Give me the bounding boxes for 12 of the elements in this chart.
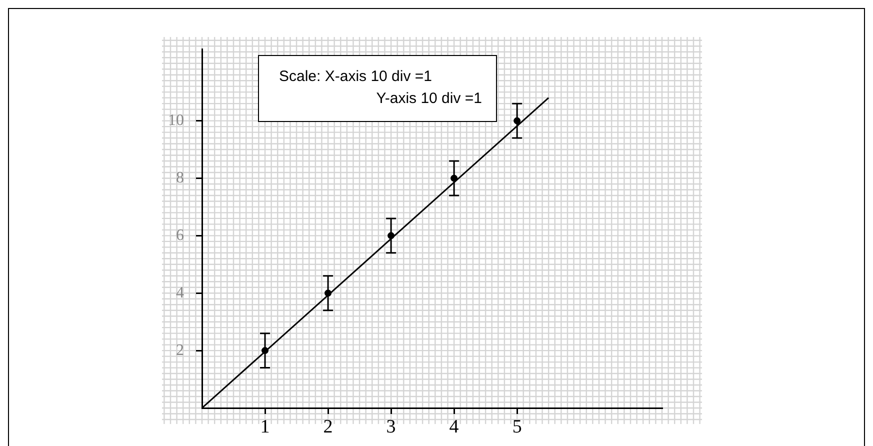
y-tick-label: 10 [168,112,184,130]
y-tick-label: 2 [176,342,184,359]
y-tick-label: 8 [176,169,184,186]
y-tick-label: 6 [176,226,184,244]
annotation: Y-axis 10 div =1 [375,89,482,109]
x-tick-label: 4 [449,416,460,438]
y-tick-label: 4 [176,284,184,302]
x-tick-label: 5 [512,416,522,438]
annotation: Scale: X-axis 10 div =1 [279,67,433,87]
x-tick-label: 1 [260,416,270,438]
x-tick-label: 2 [323,416,333,438]
x-tick-label: 3 [386,416,396,438]
